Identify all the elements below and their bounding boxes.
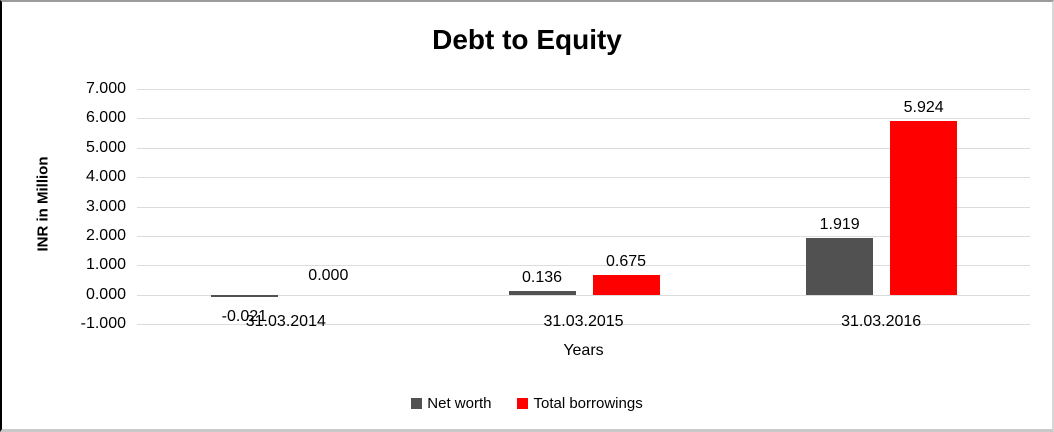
legend-label: Total borrowings (533, 395, 643, 412)
x-category-label: 31.03.2015 (543, 313, 624, 330)
gridline (137, 89, 1030, 90)
legend-item: Net worth (411, 395, 491, 412)
x-axis-title: Years (563, 342, 604, 359)
y-tick-label: 3.000 (85, 197, 126, 215)
y-tick-label: 6.000 (85, 109, 126, 127)
data-label: 0.675 (605, 252, 647, 270)
data-label: 5.924 (903, 98, 944, 116)
legend: Net worth Total borrowings (2, 395, 1052, 412)
gridline (137, 235, 1030, 237)
y-tick-label: 0.000 (85, 285, 126, 303)
gridline (137, 265, 1030, 267)
total-borrowings-bar (890, 120, 958, 295)
gridline (137, 118, 1030, 120)
gridline (137, 294, 1030, 296)
legend-marker-icon (517, 398, 529, 409)
data-label: 1.919 (819, 216, 860, 234)
gridline (137, 147, 1030, 149)
y-tick-label: 2.000 (85, 226, 126, 244)
data-label: 0.136 (521, 268, 563, 286)
legend-item: Total borrowings (517, 395, 643, 412)
data-label: -0.021 (221, 307, 268, 325)
net-worth-bar (508, 290, 576, 295)
x-category-label: 31.03.2014 (245, 313, 326, 330)
gridline (137, 324, 1030, 325)
y-tick-label: 4.000 (85, 168, 126, 186)
data-label: 0.000 (308, 266, 349, 284)
chart-title: Debt to Equity (432, 24, 622, 55)
y-tick-label: 7.000 (85, 80, 126, 97)
total-borrowings-bar (592, 274, 660, 295)
legend-label: Net worth (427, 395, 492, 412)
x-category-label: 31.03.2016 (841, 313, 922, 330)
y-tick-label: 5.000 (85, 138, 126, 156)
legend-marker-icon (411, 398, 423, 409)
net-worth-bar (210, 294, 278, 297)
y-tick-label: -1.000 (80, 315, 126, 332)
y-tick-label: 1.000 (85, 256, 126, 274)
gridline (137, 206, 1030, 208)
gridline (137, 177, 1030, 179)
net-worth-bar (806, 238, 874, 295)
